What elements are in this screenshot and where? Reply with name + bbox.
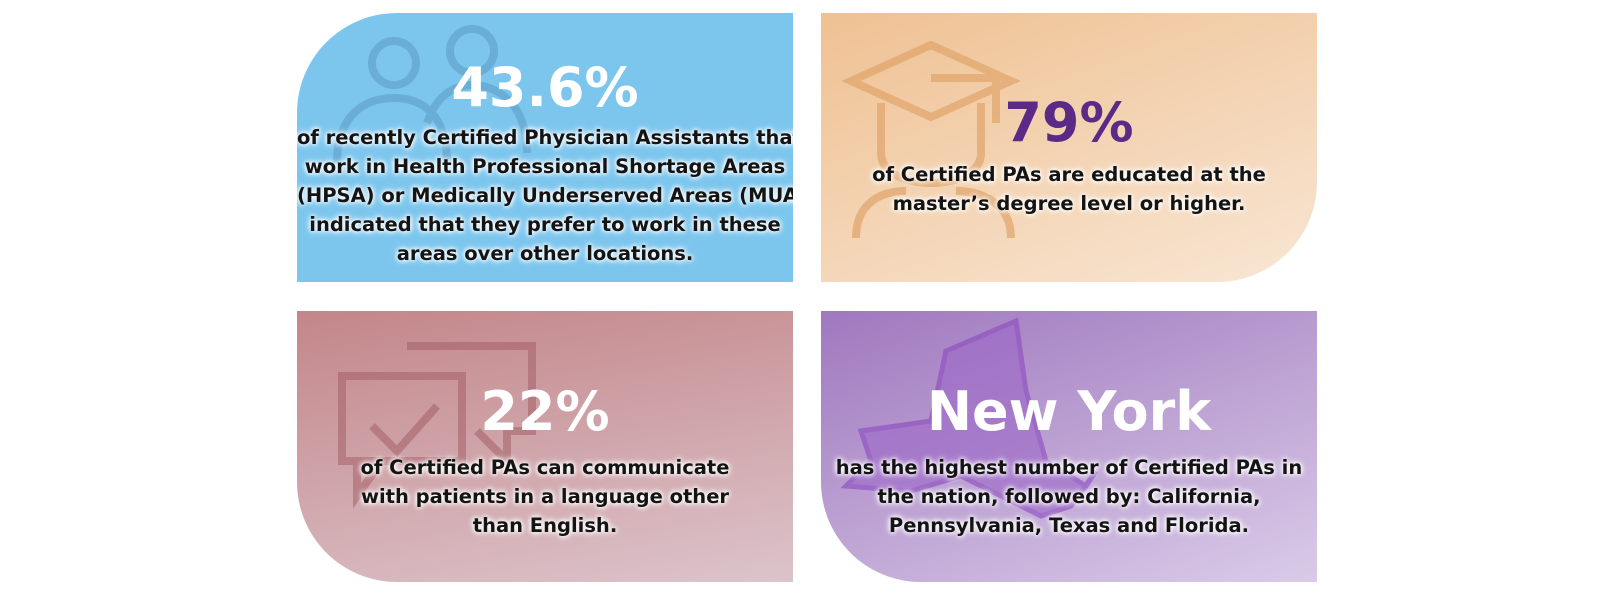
stat-card: 79% of Certified PAs are educated at the… <box>821 13 1317 282</box>
line: the nation, followed by: California, <box>877 485 1261 508</box>
line: indicated that they prefer to work in th… <box>309 213 781 236</box>
icon <box>338 342 536 509</box>
description: has the highest number of Certified PAs … <box>821 453 1317 540</box>
line: of Certified PAs can communicate <box>360 456 730 479</box>
line: (HPSA) or Medically Underserved Areas (M… <box>297 184 793 207</box>
icon <box>841 40 1021 239</box>
line: of Certified PAs are educated at the <box>872 163 1266 186</box>
headline: New York <box>926 380 1212 443</box>
description: of recently Certified Physician Assistan… <box>297 123 793 268</box>
stat-card: 22% of Certified PAs can communicate wit… <box>297 311 793 582</box>
line: Pennsylvania, Texas and Florida. <box>888 514 1250 537</box>
headline: 22% <box>480 380 610 443</box>
line: master’s degree level or higher. <box>892 192 1246 215</box>
headline: 79% <box>1004 91 1134 154</box>
line: work in Health Professional Shortage Are… <box>304 155 786 178</box>
line: than English. <box>472 514 618 537</box>
headline: 43.6% <box>451 56 639 119</box>
stat-card: New York has the highest number of Certi… <box>821 311 1317 582</box>
line: areas over other locations. <box>396 242 694 265</box>
line: has the highest number of Certified PAs … <box>835 456 1303 479</box>
line: of recently Certified Physician Assistan… <box>297 126 793 149</box>
description: of Certified PAs can communicate with pa… <box>297 453 793 540</box>
description: of Certified PAs are educated at the mas… <box>821 160 1317 218</box>
icon <box>333 25 531 164</box>
stat-card: 43.6% of recently Certified Physician As… <box>297 13 793 282</box>
line: with patients in a language other <box>360 485 730 508</box>
icon <box>840 317 1099 519</box>
